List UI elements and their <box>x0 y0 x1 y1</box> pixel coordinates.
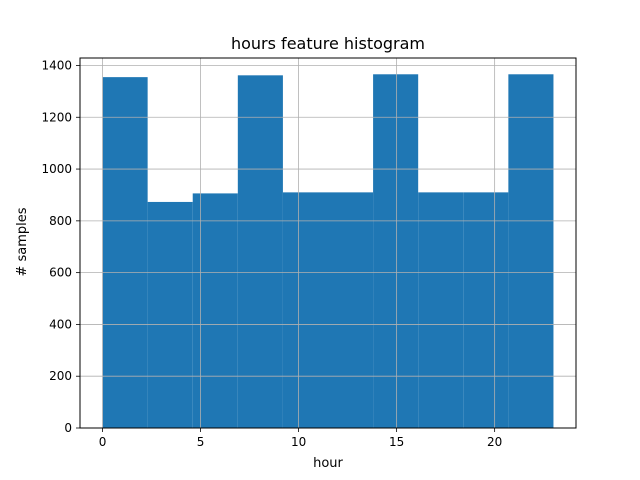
histogram-bar-5 <box>328 192 374 428</box>
x-axis-label: hour <box>313 456 343 471</box>
y-tick-label-5: 1000 <box>41 162 72 176</box>
y-tick-label-0: 0 <box>64 421 72 435</box>
histogram-bar-7 <box>418 192 464 428</box>
x-tick-label-1: 5 <box>197 435 205 449</box>
axes-frame <box>79 57 577 429</box>
y-tick-label-4: 800 <box>49 214 72 228</box>
histogram-bars <box>102 74 554 429</box>
x-tick-label-3: 15 <box>389 435 404 449</box>
histogram-bar-9 <box>508 74 554 428</box>
y-axis-label: # samples <box>15 207 30 276</box>
histogram-bar-0 <box>102 77 148 429</box>
y-tick-label-7: 1400 <box>41 58 72 72</box>
x-tick-label-4: 20 <box>487 435 502 449</box>
y-axis-ticks: 0 200 400 600 800 1000 1200 1400 <box>41 58 80 435</box>
x-tick-label-2: 10 <box>291 435 306 449</box>
y-tick-label-1: 200 <box>49 369 72 383</box>
histogram-bar-4 <box>282 192 328 428</box>
x-tick-label-0: 0 <box>99 435 107 449</box>
histogram-bar-3 <box>237 75 283 428</box>
x-axis-ticks: 0 5 10 15 20 <box>99 428 502 449</box>
y-tick-label-2: 400 <box>49 317 72 331</box>
histogram-bar-8 <box>463 192 509 428</box>
histogram-bar-6 <box>373 74 419 428</box>
chart-title: hours feature histogram <box>231 34 425 53</box>
histogram-bar-2 <box>192 193 238 428</box>
y-tick-label-3: 600 <box>49 266 72 280</box>
histogram-bar-1 <box>147 201 193 428</box>
y-tick-label-6: 1200 <box>41 110 72 124</box>
